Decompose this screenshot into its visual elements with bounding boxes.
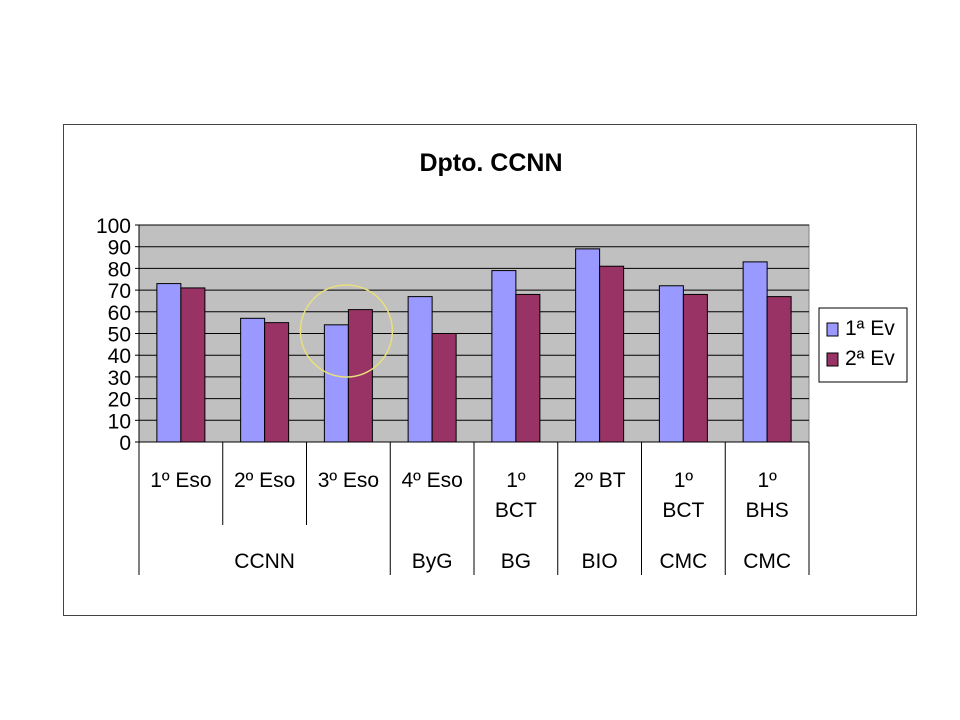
y-tick-label: 10 xyxy=(108,410,131,433)
bar xyxy=(515,293,541,443)
group-label: BIO xyxy=(582,550,618,573)
legend-box xyxy=(818,307,908,383)
bar xyxy=(491,270,517,443)
category-label: BCT xyxy=(495,499,537,522)
legend: 1ª Ev 2ª Ev xyxy=(818,307,908,383)
y-tick-label: 40 xyxy=(108,345,131,368)
group-label: BG xyxy=(501,550,531,573)
y-tick-label: 80 xyxy=(108,258,131,281)
bar xyxy=(347,309,373,443)
group-label: CMC xyxy=(659,550,707,573)
y-tick-label: 20 xyxy=(108,389,131,412)
category-label: 1º xyxy=(674,469,694,492)
bar xyxy=(407,296,433,443)
category-label: BHS xyxy=(746,499,789,522)
legend-swatch xyxy=(826,352,839,367)
legend-label: 1ª Ev xyxy=(845,317,895,340)
category-label: 2º BT xyxy=(574,469,626,492)
bars xyxy=(156,248,792,443)
category-label: 2º Eso xyxy=(234,469,295,492)
chart-frame: Dpto. CCNN 0 10 20 30 40 50 60 70 80 90 100 1º Eso… xyxy=(63,124,917,616)
legend-swatch xyxy=(826,322,839,337)
y-tick-label: 50 xyxy=(108,324,131,347)
category-label: BCT xyxy=(662,499,704,522)
category-label: 1º xyxy=(757,469,777,492)
bar xyxy=(599,265,625,443)
bar xyxy=(658,285,684,443)
bar xyxy=(742,261,768,443)
category-label: 1º xyxy=(506,469,526,492)
bar xyxy=(323,324,349,443)
bar xyxy=(264,322,290,443)
category-label: 3º Eso xyxy=(318,469,379,492)
y-tick-label: 30 xyxy=(108,367,131,390)
y-tick-label: 90 xyxy=(108,237,131,260)
y-tick-label: 100 xyxy=(96,215,131,238)
group-label: ByG xyxy=(412,550,453,573)
chart-title: Dpto. CCNN xyxy=(419,149,562,177)
y-tick-label: 0 xyxy=(119,432,131,455)
y-tick-label: 60 xyxy=(108,302,131,325)
plot-area xyxy=(138,224,810,443)
group-label: CCNN xyxy=(234,550,295,573)
bar xyxy=(575,248,601,443)
bar xyxy=(766,296,792,443)
y-tick-label: 70 xyxy=(108,280,131,303)
category-axis-table: 1º Eso 2º Eso 3º Eso 4º Eso 1º BCT 2º BT 1º BCT 1… xyxy=(138,442,810,575)
category-label: 1º Eso xyxy=(150,469,211,492)
bar xyxy=(156,283,182,443)
highlight-circle xyxy=(299,284,394,378)
group-label: CMC xyxy=(743,550,791,573)
bar xyxy=(180,287,206,443)
bar xyxy=(682,293,708,443)
bar xyxy=(431,333,457,443)
legend-label: 2ª Ev xyxy=(845,347,895,370)
category-label: 4º Eso xyxy=(401,469,462,492)
bar xyxy=(240,317,266,443)
